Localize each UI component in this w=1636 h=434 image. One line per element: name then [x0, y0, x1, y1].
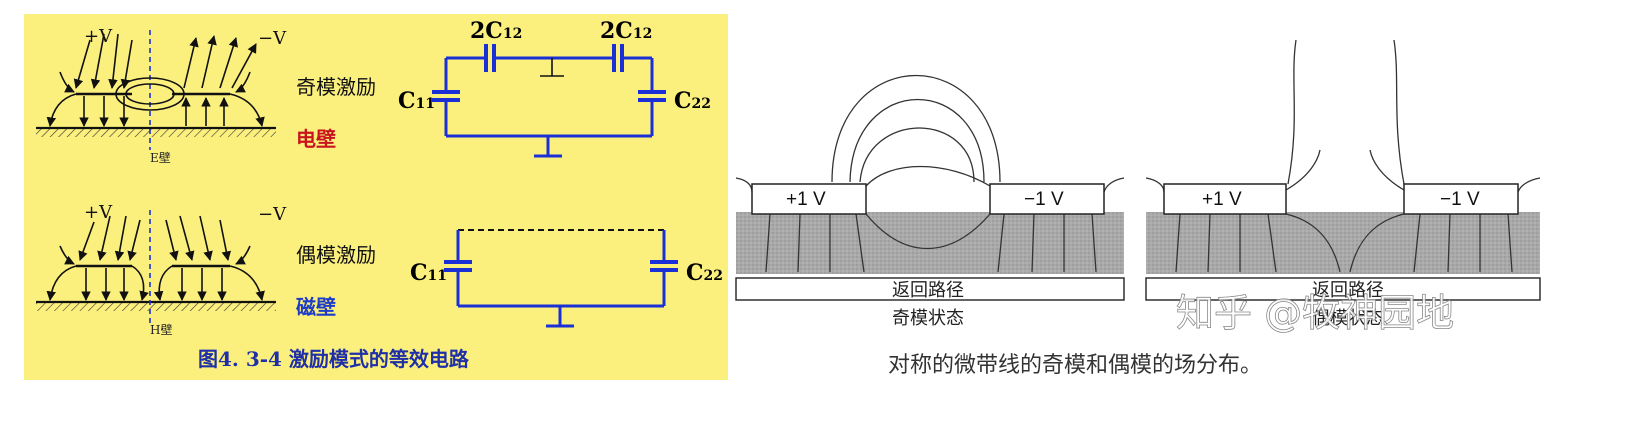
- watermark: 知乎 @牧神园地: [1176, 291, 1454, 335]
- even-field-sketch: [36, 210, 276, 324]
- cap-c11-odd-label: C: [398, 88, 416, 114]
- svg-text:C22: C22: [674, 88, 711, 114]
- cap-2c12-left-label: 2C: [470, 18, 503, 44]
- cap-c22-even-label: C: [686, 260, 704, 286]
- even-return-plane: [1145, 277, 1541, 301]
- odd-minus-v-label: −V: [258, 28, 287, 49]
- odd-wall-label: 电壁: [296, 127, 336, 151]
- cap-2c12-left-sub: 12: [503, 26, 522, 42]
- even-plus-conductor: [1163, 183, 1287, 215]
- even-state-diagram: +1 V −1 V 返回路径 偶模状态: [1145, 39, 1541, 329]
- odd-fringe-left: [46, 93, 77, 127]
- right-caption: 对称的微带线的奇模和偶模的场分布。: [888, 353, 1262, 378]
- left-caption: 图4. 3-4 激励模式的等效电路: [198, 347, 470, 371]
- cap-c11-even-label: C: [410, 260, 428, 286]
- odd-state-label: 奇模状态: [892, 308, 964, 329]
- even-return-path-label: 返回路径: [1312, 280, 1384, 301]
- even-mode-label: 偶模激励: [296, 243, 376, 267]
- odd-minus-conductor: [989, 183, 1105, 215]
- even-h-wall-tag: H壁: [150, 322, 172, 337]
- odd-e-wall-tag: E壁: [150, 150, 171, 165]
- svg-text:C11: C11: [398, 88, 435, 114]
- odd-plus-conductor: [751, 183, 867, 215]
- even-state-label: 偶模状态: [1312, 308, 1384, 329]
- odd-state-diagram: +1 V −1 V 返回路径 奇模状态: [735, 74, 1125, 329]
- odd-return-path-label: 返回路径: [892, 280, 964, 301]
- odd-ground-hatch: [36, 128, 276, 137]
- odd-center-loop: [125, 83, 175, 105]
- odd-fringe-right: [229, 93, 265, 127]
- odd-mode-label: 奇模激励: [296, 75, 376, 99]
- even-circuit: [444, 229, 678, 328]
- svg-text:2C12: 2C12: [470, 18, 522, 44]
- right-panel: +1 V −1 V 返回路径 奇模状态: [735, 39, 1541, 378]
- even-ground-hatch: [36, 302, 276, 311]
- odd-circuit: [432, 44, 666, 158]
- odd-plus-1v-label: +1 V: [786, 189, 826, 210]
- left-panel-background: [24, 14, 728, 380]
- odd-field-lines: [735, 74, 1125, 273]
- cap-c22-odd-label: C: [674, 88, 692, 114]
- odd-minus-1v-label: −1 V: [1024, 189, 1064, 210]
- odd-return-plane: [735, 277, 1125, 301]
- cap-c11-even-sub: 11: [428, 268, 447, 284]
- even-wall-label: 磁壁: [296, 295, 336, 319]
- svg-text:C22: C22: [686, 260, 723, 286]
- cap-c22-odd-sub: 22: [692, 96, 711, 112]
- left-panel: +V −V E壁 奇模激励 电壁: [24, 14, 728, 380]
- even-substrate: [1146, 212, 1540, 274]
- cap-2c12-right-sub: 12: [633, 26, 652, 42]
- odd-substrate: [736, 212, 1124, 274]
- cap-c11-odd-sub: 11: [416, 96, 435, 112]
- even-minus-1v-label: −1 V: [1440, 189, 1480, 210]
- even-plus-1v-label: +1 V: [1202, 189, 1242, 210]
- odd-plus-v-label: +V: [84, 26, 113, 47]
- svg-text:2C12: 2C12: [600, 18, 652, 44]
- even-plus-v-label: +V: [84, 202, 113, 223]
- svg-text:C11: C11: [410, 260, 447, 286]
- odd-field-sketch: [36, 30, 276, 150]
- cap-2c12-right-label: 2C: [600, 18, 633, 44]
- even-minus-v-label: −V: [258, 204, 287, 225]
- cap-c22-even-sub: 22: [704, 268, 723, 284]
- even-minus-conductor: [1403, 183, 1519, 215]
- odd-center-loop-outer: [115, 77, 185, 111]
